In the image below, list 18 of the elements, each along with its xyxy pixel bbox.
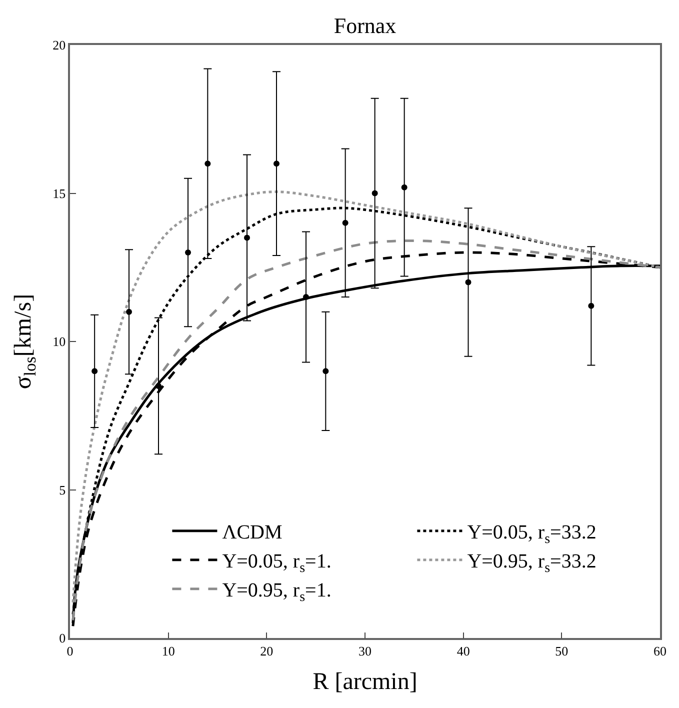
x-tick-label: 10 bbox=[162, 643, 175, 658]
x-tick-label: 40 bbox=[456, 643, 470, 658]
legend-label: Y=0.05, r$_{s}$=1. bbox=[222, 550, 332, 576]
y-tick-label: 0 bbox=[59, 630, 66, 646]
legend-label: Y=0.95, r$_{s}$=33.2 bbox=[467, 550, 596, 576]
x-axis-title: R [arcmin] bbox=[312, 669, 418, 696]
x-tick-label: 30 bbox=[358, 643, 372, 658]
chart-title: Fornax bbox=[334, 13, 396, 38]
y-tick-label: 15 bbox=[52, 186, 66, 201]
legend-label: ΛCDM bbox=[222, 522, 282, 544]
x-tick-label: 60 bbox=[654, 643, 666, 658]
x-tick-label: 50 bbox=[555, 643, 568, 658]
x-tick-label: 20 bbox=[260, 643, 274, 658]
y-tick-label: 20 bbox=[52, 38, 66, 53]
y-tick-label: 10 bbox=[52, 334, 66, 350]
legend-label: Y=0.05, r$_{s}$=33.2 bbox=[467, 522, 596, 547]
legend-label: Y=0.95, r$_{s}$=1. bbox=[222, 580, 332, 605]
y-tick-label: 5 bbox=[59, 482, 66, 498]
